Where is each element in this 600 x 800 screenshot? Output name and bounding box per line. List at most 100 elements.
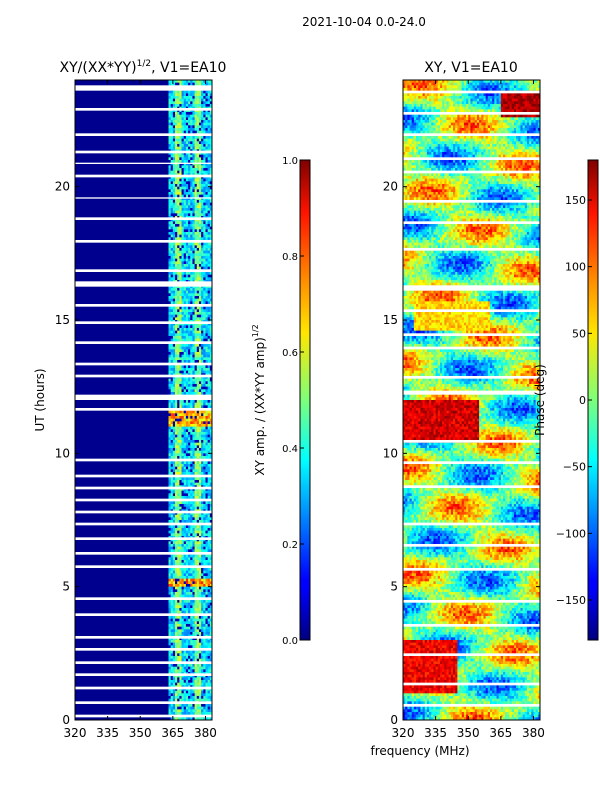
heatmap-cell bbox=[177, 632, 180, 635]
heatmap-cell bbox=[192, 698, 195, 702]
heatmap-cell bbox=[209, 578, 212, 582]
heatmap-cell bbox=[179, 712, 182, 715]
heatmap-cell bbox=[196, 421, 200, 425]
heatmap-cell bbox=[168, 664, 171, 667]
heatmap-cell bbox=[170, 608, 174, 611]
heatmap-cell bbox=[207, 656, 211, 659]
heatmap-cell bbox=[170, 200, 174, 203]
heatmap-cell bbox=[172, 573, 176, 577]
heatmap-cell bbox=[181, 354, 185, 358]
heatmap-cell bbox=[209, 290, 212, 294]
heatmap-cell bbox=[194, 421, 198, 425]
heatmap-cell bbox=[177, 690, 180, 694]
heatmap-cell bbox=[185, 576, 189, 579]
heatmap-cell bbox=[168, 453, 171, 457]
heatmap-cell bbox=[198, 338, 202, 342]
heatmap-cell bbox=[177, 594, 180, 598]
heatmap-cell bbox=[181, 712, 185, 715]
heatmap-cell bbox=[177, 197, 180, 201]
heatmap-cell bbox=[188, 688, 191, 691]
heatmap-cell bbox=[181, 365, 185, 369]
heatmap-cell bbox=[179, 197, 182, 201]
heatmap-cell bbox=[183, 306, 187, 310]
heatmap-cell bbox=[194, 688, 198, 691]
heatmap-cell bbox=[203, 488, 206, 491]
heatmap-cell bbox=[172, 232, 176, 235]
heatmap-cell bbox=[196, 186, 200, 190]
heatmap-cell bbox=[196, 288, 200, 291]
heatmap-cell bbox=[190, 573, 193, 577]
heatmap-cell bbox=[192, 549, 195, 553]
heatmap-cell bbox=[209, 258, 212, 262]
heatmap-cell bbox=[203, 352, 206, 355]
heatmap-cell bbox=[205, 570, 208, 574]
heatmap-cell bbox=[201, 666, 204, 670]
heatmap-cell bbox=[207, 616, 211, 619]
heatmap-cell bbox=[175, 202, 178, 206]
heatmap-cell bbox=[196, 296, 200, 299]
heatmap-cell bbox=[485, 80, 489, 83]
heatmap-cell bbox=[192, 584, 195, 587]
heatmap-cell bbox=[172, 181, 176, 185]
heatmap-cell bbox=[196, 650, 200, 654]
heatmap-cell bbox=[181, 162, 185, 166]
flagged-row bbox=[75, 362, 212, 366]
heatmap-cell bbox=[196, 234, 200, 238]
heatmap-cell bbox=[190, 322, 193, 326]
heatmap-cell bbox=[207, 528, 211, 531]
heatmap-cell bbox=[190, 466, 193, 470]
heatmap-cell bbox=[170, 122, 174, 126]
heatmap-cell bbox=[198, 224, 202, 227]
heatmap-cell bbox=[175, 434, 178, 438]
heatmap-cell bbox=[205, 573, 208, 577]
heatmap-cell bbox=[190, 317, 193, 321]
heatmap-cell bbox=[194, 256, 198, 259]
heatmap-cell bbox=[209, 642, 212, 646]
heatmap-cell bbox=[168, 165, 171, 169]
heatmap-cell bbox=[207, 669, 211, 673]
heatmap-cell bbox=[203, 568, 206, 571]
heatmap-cell bbox=[209, 234, 212, 238]
heatmap-cell bbox=[198, 584, 202, 587]
heatmap-cell bbox=[194, 285, 198, 289]
heatmap-cell bbox=[192, 520, 195, 523]
heatmap-cell bbox=[170, 472, 174, 475]
heatmap-cell bbox=[172, 218, 176, 222]
heatmap-cell bbox=[183, 416, 187, 419]
heatmap-cell bbox=[177, 82, 180, 86]
heatmap-cell bbox=[179, 584, 182, 587]
heatmap-cell bbox=[192, 93, 195, 97]
heatmap-cell bbox=[201, 229, 204, 233]
heatmap-cell bbox=[175, 186, 178, 190]
heatmap-cell bbox=[194, 205, 198, 209]
heatmap-cell bbox=[209, 490, 212, 494]
heatmap-cell bbox=[205, 202, 208, 206]
heatmap-cell bbox=[192, 368, 195, 371]
heatmap-cell bbox=[188, 472, 191, 475]
heatmap-cell bbox=[181, 688, 185, 691]
heatmap-cell bbox=[207, 261, 211, 265]
heatmap-cell bbox=[207, 370, 211, 374]
heatmap-cell bbox=[196, 90, 200, 94]
heatmap-cell bbox=[209, 325, 212, 329]
heatmap-cell bbox=[177, 264, 180, 267]
heatmap-cell bbox=[198, 104, 202, 107]
heatmap-cell bbox=[201, 170, 204, 174]
heatmap-cell bbox=[172, 461, 176, 465]
heatmap-cell bbox=[188, 650, 191, 654]
heatmap-cell bbox=[205, 186, 208, 190]
heatmap-cell bbox=[201, 570, 204, 574]
heatmap-cell bbox=[196, 277, 200, 281]
heatmap-cell bbox=[196, 664, 200, 667]
heatmap-cell bbox=[175, 309, 178, 313]
heatmap-cell bbox=[188, 717, 191, 720]
heatmap-cell bbox=[172, 330, 176, 334]
heatmap-cell bbox=[188, 682, 191, 686]
heatmap-cell bbox=[172, 629, 176, 633]
heatmap-cell bbox=[190, 336, 193, 339]
heatmap-cell bbox=[192, 512, 195, 515]
heatmap-cell bbox=[168, 402, 171, 406]
heatmap-cell bbox=[175, 354, 178, 358]
heatmap-cell bbox=[198, 570, 202, 574]
heatmap-cell bbox=[203, 357, 206, 361]
